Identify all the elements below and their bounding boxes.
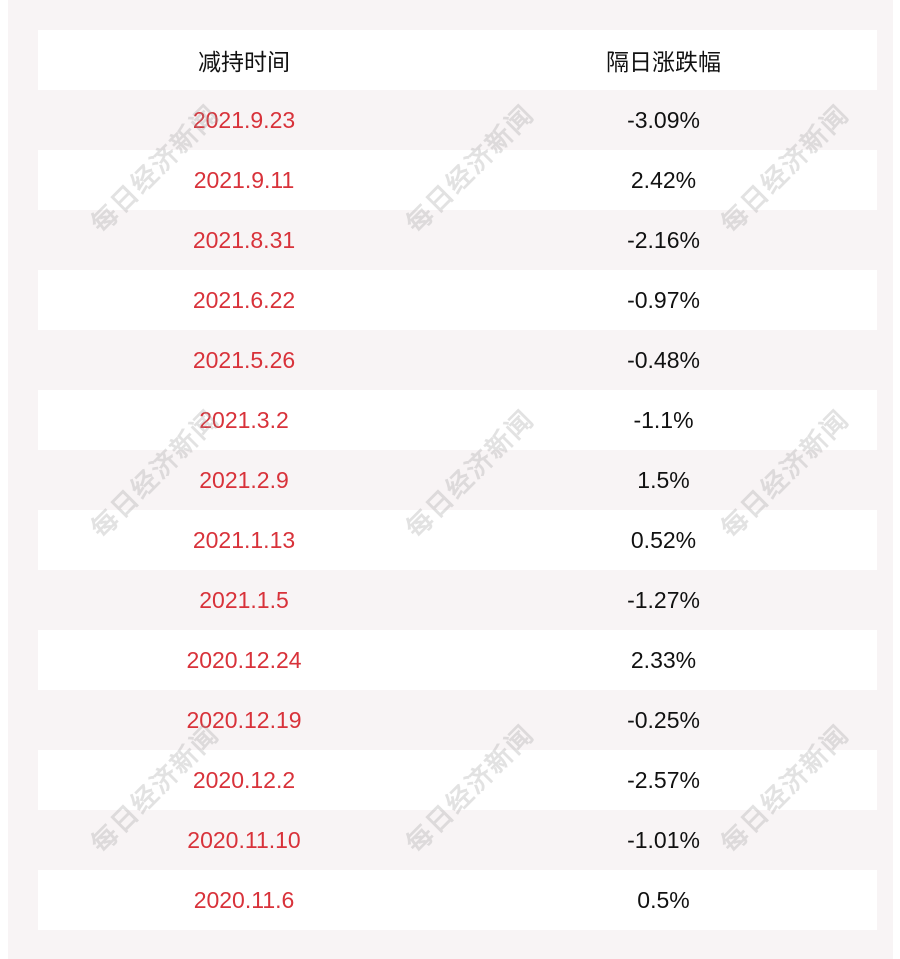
table-row: 2021.9.23 -3.09% (38, 90, 877, 150)
table-row: 2021.9.11 2.42% (38, 150, 877, 210)
table-row: 2021.8.31 -2.16% (38, 210, 877, 270)
table-header: 减持时间 隔日涨跌幅 (38, 30, 877, 90)
date-cell: 2020.11.10 (187, 826, 301, 853)
change-cell: 1.5% (637, 466, 690, 493)
date-cell: 2020.11.6 (193, 886, 295, 913)
change-cell: -2.16% (627, 226, 700, 253)
change-cell: -1.01% (627, 826, 700, 853)
change-cell: -1.1% (633, 406, 694, 433)
reduction-table: 减持时间 隔日涨跌幅 2021.9.23 -3.09% 2021.9.11 2.42%… (38, 30, 877, 930)
date-cell: 2021.1.13 (192, 526, 296, 553)
change-cell: -0.97% (627, 286, 700, 313)
table-row: 2020.12.24 2.33% (38, 630, 877, 690)
date-cell: 2021.1.5 (199, 586, 289, 613)
table-row: 2021.1.5 -1.27% (38, 570, 877, 630)
header-date: 减持时间 (198, 50, 290, 76)
date-cell: 2021.6.22 (192, 286, 296, 313)
table-row: 2020.11.10 -1.01% (38, 810, 877, 870)
change-cell: -0.25% (627, 706, 700, 733)
table-row: 2021.6.22 -0.97% (38, 270, 877, 330)
date-cell: 2021.9.11 (193, 166, 295, 193)
table-row: 2021.1.13 0.52% (38, 510, 877, 570)
change-cell: -1.27% (627, 586, 700, 613)
date-cell: 2020.12.2 (192, 766, 296, 793)
change-cell: -0.48% (627, 346, 700, 373)
change-cell: -2.57% (627, 766, 700, 793)
date-cell: 2020.12.19 (186, 706, 302, 733)
table-row: 2021.3.2 -1.1% (38, 390, 877, 450)
table-row: 2021.5.26 -0.48% (38, 330, 877, 390)
date-cell: 2020.12.24 (186, 646, 302, 673)
date-cell: 2021.9.23 (192, 106, 296, 133)
table-row: 2020.11.6 0.5% (38, 870, 877, 930)
table-row: 2020.12.19 -0.25% (38, 690, 877, 750)
date-cell: 2021.2.9 (199, 466, 289, 493)
header-change: 隔日涨跌幅 (606, 50, 721, 76)
change-cell: 0.52% (630, 526, 697, 553)
change-cell: 2.42% (630, 166, 697, 193)
change-cell: 2.33% (630, 646, 697, 673)
change-cell: 0.5% (637, 886, 690, 913)
date-cell: 2021.8.31 (192, 226, 296, 253)
change-cell: -3.09% (627, 106, 700, 133)
date-cell: 2021.3.2 (199, 406, 289, 433)
table-row: 2020.12.2 -2.57% (38, 750, 877, 810)
date-cell: 2021.5.26 (192, 346, 296, 373)
table-row: 2021.2.9 1.5% (38, 450, 877, 510)
